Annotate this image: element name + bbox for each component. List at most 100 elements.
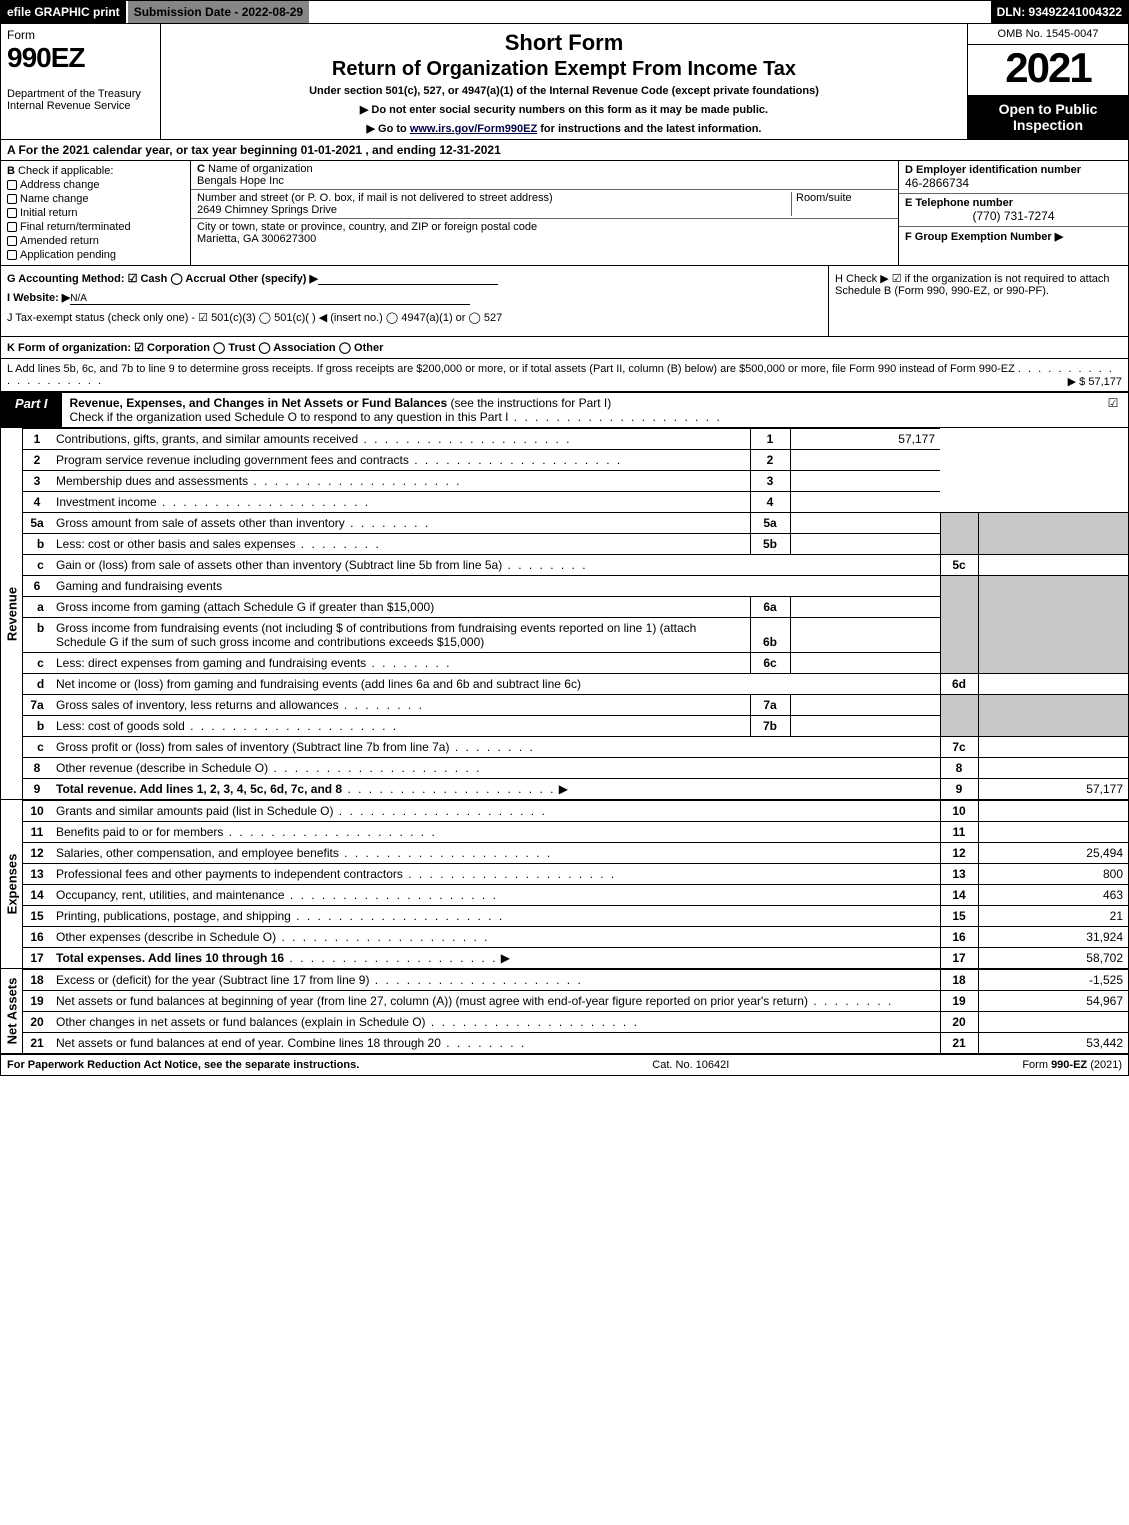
- line-6: 6Gaming and fundraising events: [23, 576, 1128, 597]
- address-label: Number and street (or P. O. box, if mail…: [197, 192, 553, 204]
- phone-value: (770) 731-7274: [905, 209, 1122, 223]
- line-15: 15Printing, publications, postage, and s…: [23, 906, 1128, 927]
- header-right: OMB No. 1545-0047 2021 Open to Public In…: [968, 24, 1128, 139]
- line-7a: 7aGross sales of inventory, less returns…: [23, 695, 1128, 716]
- catalog-number: Cat. No. 10642I: [652, 1059, 729, 1071]
- form-subtitle: Under section 501(c), 527, or 4947(a)(1)…: [167, 85, 961, 97]
- line-5a: 5aGross amount from sale of assets other…: [23, 513, 1128, 534]
- ein-label: D Employer identification number: [905, 164, 1081, 176]
- line-l-amount: ▶ $ 57,177: [1068, 375, 1122, 388]
- instr2-post: for instructions and the latest informat…: [537, 123, 761, 135]
- line-k-form-org: K Form of organization: ☑ Corporation ◯ …: [1, 336, 1128, 358]
- part-1-sub: Check if the organization used Schedule …: [70, 410, 509, 424]
- revenue-section: Revenue 1Contributions, gifts, grants, a…: [1, 427, 1128, 799]
- line-9: 9Total revenue. Add lines 1, 2, 3, 4, 5c…: [23, 779, 1128, 800]
- line-8: 8Other revenue (describe in Schedule O)8: [23, 758, 1128, 779]
- org-address-row: Number and street (or P. O. box, if mail…: [191, 190, 898, 219]
- revenue-table: 1Contributions, gifts, grants, and simil…: [23, 428, 1128, 799]
- city-value: Marietta, GA 300627300: [197, 233, 316, 245]
- omb-number: OMB No. 1545-0047: [968, 24, 1128, 45]
- line-12: 12Salaries, other compensation, and empl…: [23, 843, 1128, 864]
- line-l-gross-receipts: L Add lines 5b, 6c, and 7b to line 9 to …: [1, 358, 1128, 391]
- line-3: 3Membership dues and assessments3: [23, 471, 1128, 492]
- section-d: D Employer identification number 46-2866…: [899, 161, 1128, 194]
- part-1-checkbox[interactable]: ☑: [1098, 393, 1128, 427]
- paperwork-notice: For Paperwork Reduction Act Notice, see …: [7, 1059, 359, 1071]
- line-l-text: L Add lines 5b, 6c, and 7b to line 9 to …: [7, 363, 1015, 375]
- line-16: 16Other expenses (describe in Schedule O…: [23, 927, 1128, 948]
- line-5c: cGain or (loss) from sale of assets othe…: [23, 555, 1128, 576]
- line-14: 14Occupancy, rent, utilities, and mainte…: [23, 885, 1128, 906]
- org-city-row: City or town, state or province, country…: [191, 219, 898, 247]
- form-title-1: Short Form: [167, 30, 961, 56]
- checkbox-name-change[interactable]: Name change: [7, 193, 184, 205]
- part-1-title: Revenue, Expenses, and Changes in Net As…: [62, 393, 1098, 427]
- instruction-2: ▶ Go to www.irs.gov/Form990EZ for instru…: [167, 122, 961, 135]
- org-name-row: C Name of organization Bengals Hope Inc: [191, 161, 898, 190]
- instr2-pre: ▶ Go to: [367, 123, 410, 135]
- dln-number: DLN: 93492241004322: [991, 1, 1128, 23]
- checkbox-amended-return[interactable]: Amended return: [7, 235, 184, 247]
- line-21: 21Net assets or fund balances at end of …: [23, 1033, 1128, 1054]
- line-11: 11Benefits paid to or for members11: [23, 822, 1128, 843]
- topbar-spacer: [311, 1, 990, 23]
- line-13: 13Professional fees and other payments t…: [23, 864, 1128, 885]
- revenue-side-label: Revenue: [1, 428, 23, 799]
- department-label: Department of the Treasury Internal Reve…: [7, 88, 154, 112]
- section-f: F Group Exemption Number ▶: [899, 227, 1128, 246]
- expenses-section: Expenses 10Grants and similar amounts pa…: [1, 799, 1128, 968]
- page-footer: For Paperwork Reduction Act Notice, see …: [1, 1053, 1128, 1075]
- topbar: efile GRAPHIC print Submission Date - 20…: [1, 1, 1128, 23]
- form-title-2: Return of Organization Exempt From Incom…: [167, 58, 961, 81]
- line-4: 4Investment income4: [23, 492, 1128, 513]
- ghi-block: G Accounting Method: ☑ Cash ◯ Accrual Ot…: [1, 265, 1128, 336]
- submission-date: Submission Date - 2022-08-29: [128, 1, 311, 23]
- instruction-1: ▶ Do not enter social security numbers o…: [167, 103, 961, 116]
- line-20: 20Other changes in net assets or fund ba…: [23, 1012, 1128, 1033]
- section-h: H Check ▶ ☑ if the organization is not r…: [828, 266, 1128, 336]
- line-j-tax-status: J Tax-exempt status (check only one) - ☑…: [7, 311, 822, 324]
- section-c-label: C: [197, 163, 205, 175]
- line-a-tax-year: A For the 2021 calendar year, or tax yea…: [1, 139, 1128, 160]
- line-i-website: I Website: ▶N/A: [7, 291, 822, 305]
- org-name-value: Bengals Hope Inc: [197, 175, 284, 187]
- part-1-tab: Part I: [1, 393, 62, 427]
- form-word: Form: [7, 28, 154, 42]
- part-1-header: Part I Revenue, Expenses, and Changes in…: [1, 391, 1128, 427]
- checkbox-initial-return[interactable]: Initial return: [7, 207, 184, 219]
- section-b-label: B: [7, 165, 15, 177]
- section-e: E Telephone number (770) 731-7274: [899, 194, 1128, 227]
- line-1: 1Contributions, gifts, grants, and simil…: [23, 429, 1128, 450]
- line-g-accounting: G Accounting Method: ☑ Cash ◯ Accrual Ot…: [7, 272, 822, 285]
- section-c: C Name of organization Bengals Hope Inc …: [191, 161, 898, 265]
- website-value: N/A: [70, 293, 87, 304]
- expenses-side-label: Expenses: [1, 800, 23, 968]
- group-exemption-label: F Group Exemption Number ▶: [905, 231, 1063, 243]
- line-2: 2Program service revenue including gover…: [23, 450, 1128, 471]
- room-suite-label: Room/suite: [792, 192, 892, 216]
- ghi-left: G Accounting Method: ☑ Cash ◯ Accrual Ot…: [1, 266, 828, 336]
- form-ref: Form 990-EZ (2021): [1022, 1059, 1122, 1071]
- form-page: efile GRAPHIC print Submission Date - 20…: [0, 0, 1129, 1076]
- city-label: City or town, state or province, country…: [197, 221, 537, 233]
- checkbox-address-change[interactable]: Address change: [7, 179, 184, 191]
- line-17: 17Total expenses. Add lines 10 through 1…: [23, 948, 1128, 969]
- org-name-label: Name of organization: [208, 163, 313, 175]
- header-left: Form 990EZ Department of the Treasury In…: [1, 24, 161, 139]
- checkbox-final-return[interactable]: Final return/terminated: [7, 221, 184, 233]
- line-18: 18Excess or (deficit) for the year (Subt…: [23, 970, 1128, 991]
- open-inspection-label: Open to Public Inspection: [968, 95, 1128, 139]
- section-b: B Check if applicable: Address change Na…: [1, 161, 191, 265]
- checkbox-application-pending[interactable]: Application pending: [7, 249, 184, 261]
- check-if-label: Check if applicable:: [18, 165, 113, 177]
- header-center: Short Form Return of Organization Exempt…: [161, 24, 968, 139]
- address-value: 2649 Chimney Springs Drive: [197, 204, 337, 216]
- tax-year: 2021: [968, 45, 1128, 95]
- line-7c: cGross profit or (loss) from sales of in…: [23, 737, 1128, 758]
- irs-link[interactable]: www.irs.gov/Form990EZ: [410, 123, 537, 135]
- line-6d: dNet income or (loss) from gaming and fu…: [23, 674, 1128, 695]
- form-header: Form 990EZ Department of the Treasury In…: [1, 23, 1128, 139]
- phone-label: E Telephone number: [905, 197, 1013, 209]
- net-assets-table: 18Excess or (deficit) for the year (Subt…: [23, 969, 1128, 1053]
- net-assets-section: Net Assets 18Excess or (deficit) for the…: [1, 968, 1128, 1053]
